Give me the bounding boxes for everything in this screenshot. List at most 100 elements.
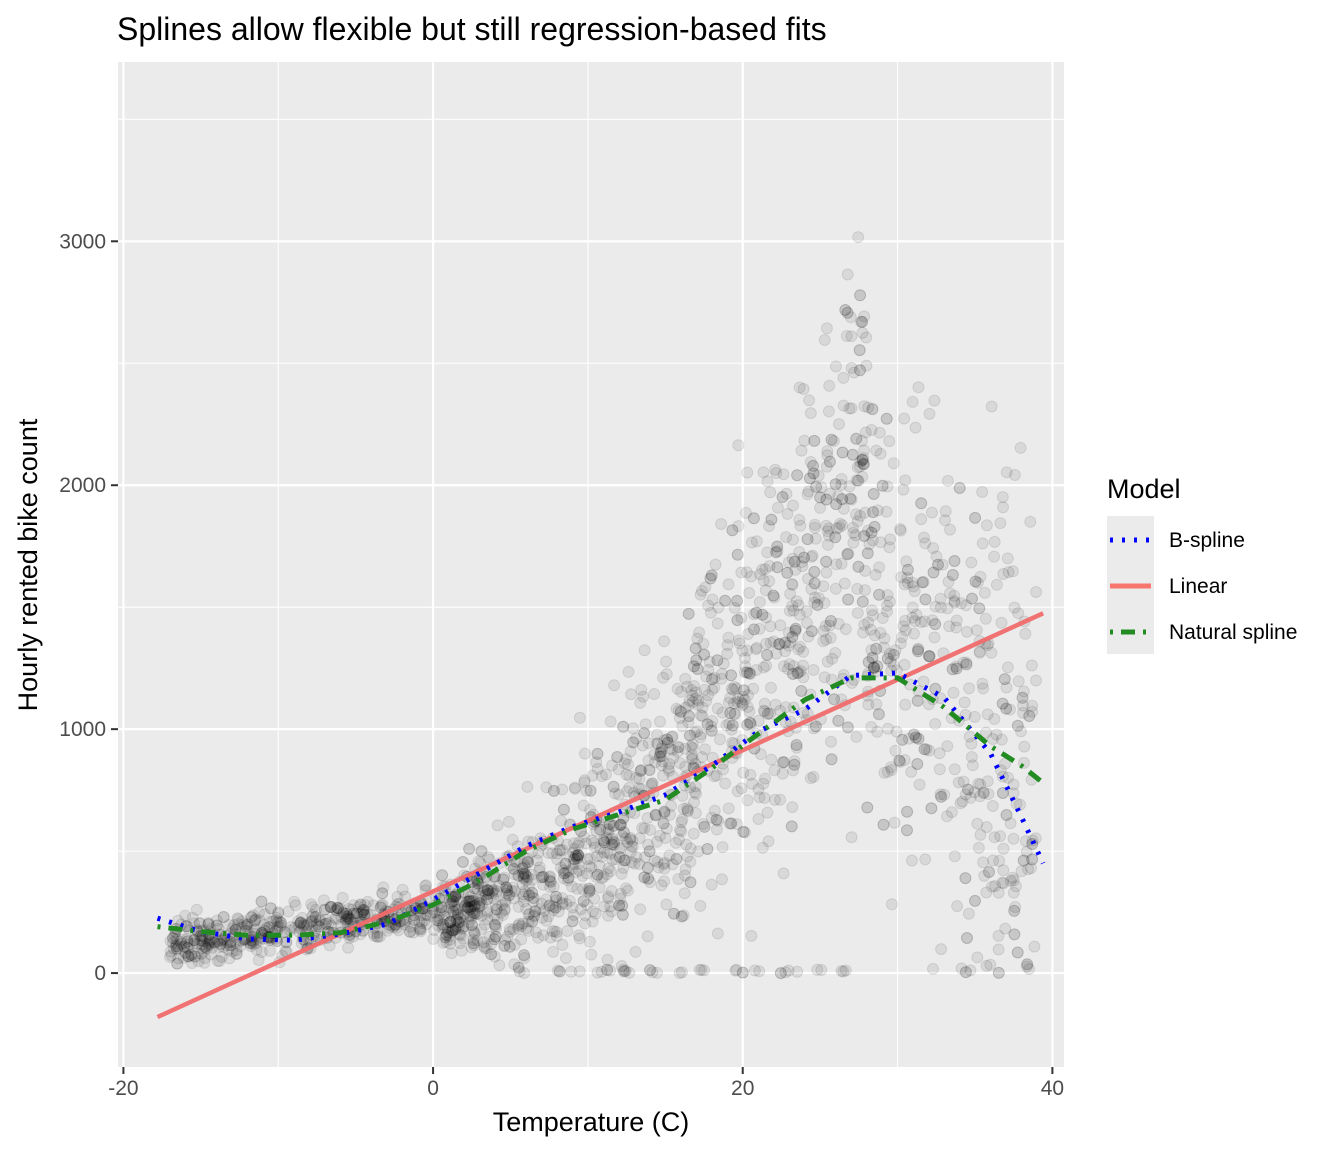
scatter-point [743, 667, 756, 680]
scatter-point [1023, 710, 1036, 722]
scatter-point [689, 692, 702, 705]
scatter-point [828, 693, 841, 706]
scatter-point [436, 921, 449, 934]
scatter-point [253, 914, 266, 927]
scatter-point [999, 922, 1012, 935]
scatter-point [544, 870, 556, 883]
scatter-point [1021, 958, 1034, 971]
scatter-point [547, 784, 560, 797]
scatter-point [459, 899, 471, 912]
scatter-point [561, 874, 574, 887]
scatter-point [702, 599, 715, 612]
scatter-point [711, 927, 724, 940]
scatter-point [929, 600, 942, 613]
scatter-point [550, 890, 563, 903]
scatter-point [185, 949, 198, 961]
scatter-point [578, 774, 591, 787]
scatter-point [876, 612, 889, 624]
scatter-point [839, 964, 852, 977]
scatter-point [579, 917, 591, 930]
scatter-point [901, 563, 914, 576]
scatter-point [633, 858, 646, 870]
scatter-point [807, 770, 820, 783]
scatter-point [591, 868, 604, 881]
scatter-point [464, 890, 477, 903]
scatter-point [713, 733, 726, 746]
scatter-point [467, 937, 480, 950]
scatter-point [732, 692, 745, 705]
scatter-point [571, 848, 584, 861]
scatter-point [602, 862, 615, 875]
scatter-point [774, 619, 787, 632]
scatter-point [626, 840, 639, 853]
scatter-point [171, 942, 184, 955]
scatter-point [478, 942, 491, 955]
scatter-point [994, 517, 1007, 530]
scatter-point [736, 699, 749, 712]
scatter-point [757, 777, 770, 790]
scatter-point [499, 933, 512, 946]
scatter-point [605, 885, 618, 897]
scatter-point [883, 435, 896, 448]
scatter-point [862, 698, 875, 711]
scatter-point [809, 532, 822, 545]
scatter-point [211, 914, 223, 927]
scatter-point [867, 506, 880, 519]
scatter-point [919, 537, 932, 550]
scatter-point [797, 671, 810, 684]
scatter-point [943, 587, 956, 600]
scatter-point [686, 752, 699, 765]
legend-title: Model [1107, 474, 1181, 504]
scatter-point [463, 895, 476, 908]
scatter-point [781, 566, 794, 579]
scatter-point [998, 673, 1011, 686]
scatter-point [651, 966, 663, 979]
scatter-point [782, 964, 795, 977]
scatter-point [667, 752, 680, 764]
scatter-point [935, 790, 948, 803]
scatter-point [809, 720, 822, 733]
scatter-point [485, 938, 498, 951]
scatter-point [971, 817, 984, 830]
scatter-point [533, 864, 546, 877]
scatter-point [250, 943, 263, 956]
scatter-point [741, 666, 754, 679]
scatter-point [756, 841, 769, 854]
scatter-point [619, 854, 632, 867]
scatter-point [672, 704, 685, 717]
scatter-point [465, 900, 478, 913]
scatter-point [744, 716, 757, 729]
scatter-point [786, 599, 799, 612]
scatter-point [737, 690, 749, 703]
scatter-point [854, 289, 867, 302]
scatter-point [224, 935, 237, 948]
scatter-point [253, 906, 265, 919]
scatter-point [443, 901, 455, 914]
scatter-point [666, 730, 679, 743]
scatter-point [715, 672, 728, 685]
scatter-point [604, 715, 617, 728]
scatter-point [732, 439, 745, 452]
scatter-point [855, 315, 867, 328]
scatter-point [478, 885, 490, 898]
scatter-point [950, 662, 963, 675]
scatter-point [852, 474, 865, 487]
scatter-point [1011, 719, 1024, 732]
scatter-point [777, 468, 790, 481]
scatter-point [319, 917, 332, 930]
scatter-point [902, 732, 915, 745]
scatter-point [725, 669, 738, 682]
scatter-point [508, 868, 521, 881]
scatter-point [945, 806, 958, 819]
scatter-point [811, 963, 824, 976]
scatter-point [996, 876, 1009, 889]
scatter-point [756, 608, 769, 621]
scatter-point [584, 784, 597, 797]
scatter-point [830, 498, 843, 511]
scatter-point [630, 732, 643, 745]
scatter-point [731, 696, 744, 708]
scatter-point [340, 910, 353, 923]
scatter-point [859, 426, 872, 439]
scatter-point [747, 512, 760, 525]
scatter-point [987, 854, 1000, 867]
